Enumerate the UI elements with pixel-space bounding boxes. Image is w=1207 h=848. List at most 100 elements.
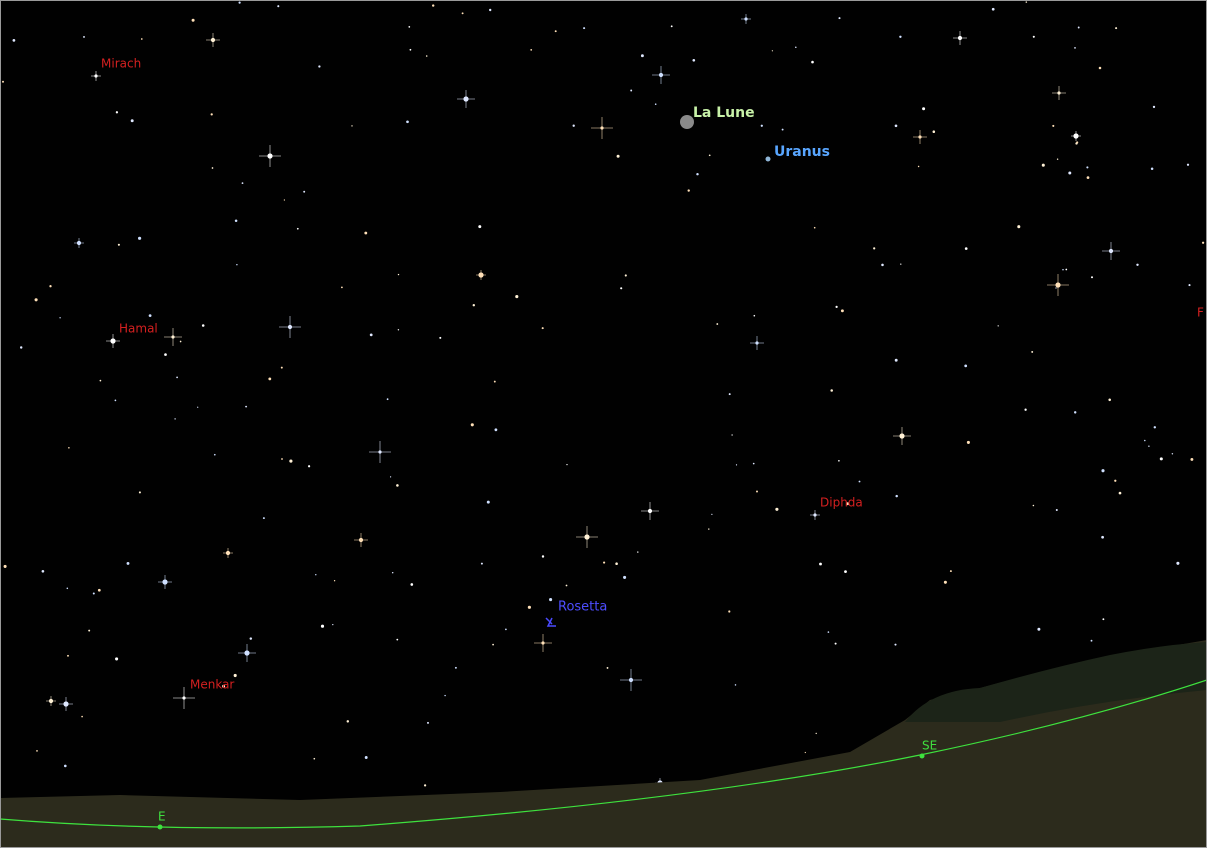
star xyxy=(736,464,737,465)
star xyxy=(895,359,898,362)
star xyxy=(245,406,247,408)
star xyxy=(67,588,69,590)
star xyxy=(236,264,237,265)
star xyxy=(958,36,962,40)
star xyxy=(894,644,896,646)
star xyxy=(455,667,457,669)
star xyxy=(492,644,494,646)
star xyxy=(444,695,445,696)
star xyxy=(530,49,532,51)
star xyxy=(735,684,737,686)
star xyxy=(918,135,921,138)
star xyxy=(844,570,847,573)
uranus-disc xyxy=(766,157,771,162)
star xyxy=(197,407,198,408)
star xyxy=(1154,426,1156,428)
star xyxy=(895,495,897,497)
star xyxy=(584,534,589,539)
star xyxy=(115,657,118,660)
star xyxy=(1057,159,1058,160)
star xyxy=(94,74,97,77)
star xyxy=(625,274,627,276)
star xyxy=(600,126,603,129)
spacecraft-label: Rosetta xyxy=(558,600,607,615)
star-label: F xyxy=(1197,306,1204,320)
star xyxy=(489,9,491,11)
star xyxy=(671,25,673,27)
star xyxy=(541,641,544,644)
star xyxy=(1176,562,1179,565)
star xyxy=(1099,67,1102,70)
star xyxy=(83,36,85,38)
star xyxy=(88,630,90,632)
star xyxy=(881,264,884,267)
star xyxy=(805,752,806,753)
star xyxy=(370,334,373,337)
star xyxy=(211,38,215,42)
star xyxy=(334,580,335,581)
star xyxy=(192,19,195,22)
star xyxy=(35,298,38,301)
star xyxy=(838,460,840,462)
star xyxy=(1101,536,1104,539)
star xyxy=(13,39,16,42)
star xyxy=(313,758,315,760)
star xyxy=(131,119,134,122)
star xyxy=(473,304,475,306)
star xyxy=(755,341,758,344)
star xyxy=(895,124,898,127)
star xyxy=(202,324,205,327)
star xyxy=(277,5,279,7)
cardinal-point xyxy=(158,825,163,830)
star xyxy=(398,274,399,275)
star xyxy=(478,272,483,277)
star xyxy=(813,513,816,516)
star xyxy=(406,120,409,123)
star xyxy=(341,287,343,289)
star xyxy=(637,551,638,552)
star xyxy=(118,244,120,246)
star xyxy=(655,103,657,105)
star xyxy=(4,565,7,568)
star xyxy=(410,583,413,586)
star xyxy=(321,625,324,628)
star xyxy=(1026,1,1027,2)
star xyxy=(212,167,214,169)
star xyxy=(566,464,567,465)
star xyxy=(77,241,81,245)
star xyxy=(696,173,698,175)
star xyxy=(692,59,695,62)
star xyxy=(98,589,101,592)
star xyxy=(364,232,367,235)
star-label: Hamal xyxy=(119,322,158,336)
star xyxy=(1065,269,1067,271)
star xyxy=(918,166,919,167)
star xyxy=(288,325,292,329)
star xyxy=(214,454,216,456)
star xyxy=(933,130,936,133)
star xyxy=(716,323,718,325)
star xyxy=(728,610,730,612)
star xyxy=(816,733,817,734)
star xyxy=(1055,282,1060,287)
star xyxy=(731,434,732,435)
star xyxy=(116,111,118,113)
star xyxy=(67,655,69,657)
star xyxy=(1109,249,1113,253)
star xyxy=(659,73,663,77)
star xyxy=(555,30,557,32)
star xyxy=(318,65,320,67)
star xyxy=(729,393,731,395)
star xyxy=(1033,36,1035,38)
star xyxy=(149,314,152,317)
star xyxy=(1091,640,1093,642)
star xyxy=(1056,509,1058,511)
star xyxy=(1108,399,1111,402)
page: Sky view {"sky": {"labels": {"mirach": "… xyxy=(0,0,1207,848)
star xyxy=(351,125,352,126)
star xyxy=(332,624,333,625)
star xyxy=(1062,269,1063,270)
star xyxy=(226,551,230,555)
star xyxy=(1078,27,1080,29)
star xyxy=(922,107,925,110)
